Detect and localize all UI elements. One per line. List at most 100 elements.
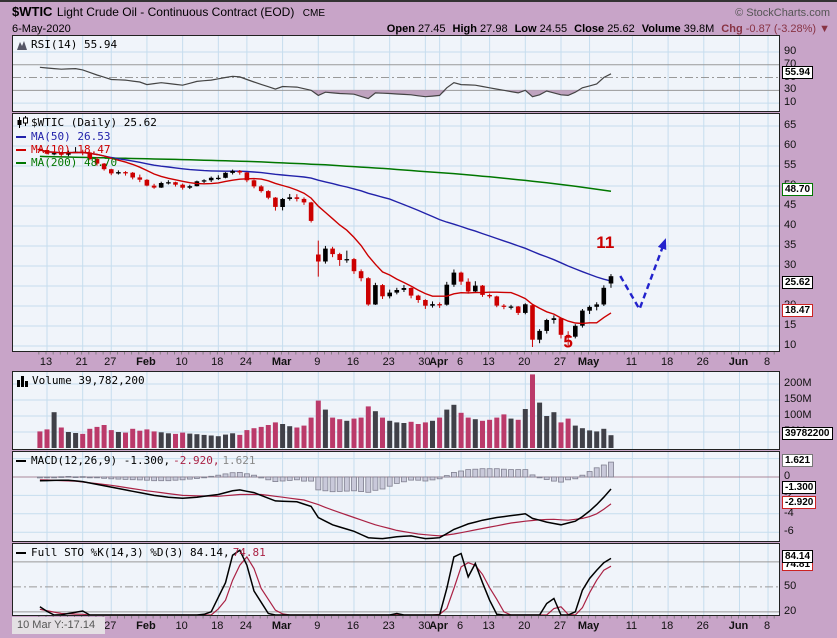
crosshair-status: 10 Mar Y:-17.14 xyxy=(12,617,105,634)
value-label-box: 25.62 xyxy=(782,275,814,289)
macd-panel xyxy=(12,451,780,542)
right-axis-column: 9070503010656055504540353025201510200M15… xyxy=(781,2,837,637)
date-tick-label: Feb xyxy=(136,620,156,632)
y-axis-tick: 30 xyxy=(784,259,797,271)
y-axis-tick: 10 xyxy=(784,339,797,351)
date-tick-label: 20 xyxy=(518,620,530,632)
date-tick-label: 13 xyxy=(40,356,52,368)
price-panel: 11 5 xyxy=(12,113,780,352)
volume-legend: Volume 39,782,200 xyxy=(16,374,145,387)
y-axis-tick: 35 xyxy=(784,239,797,251)
stochastic-canvas xyxy=(13,544,779,615)
sto-line-key xyxy=(16,551,26,554)
date-tick-label: 18 xyxy=(661,620,673,632)
ma50-legend: MA(50) 26.53 xyxy=(16,130,110,143)
date-tick-label: 23 xyxy=(383,620,395,632)
rsi-panel xyxy=(12,35,780,112)
stochastic-legend: Full STO %K(14,3) %D(3) 84.14, 74.81 xyxy=(16,546,266,559)
date-tick-label: 11 xyxy=(626,620,637,632)
rsi-legend: RSI(14) 55.94 xyxy=(16,38,117,51)
value-label-box: 39782200 xyxy=(782,427,833,441)
value-label-box: -1.300 xyxy=(782,480,817,494)
symbol-label: $WTIC xyxy=(12,4,53,19)
date-tick-label: 6 xyxy=(457,356,463,368)
volume-bars-icon xyxy=(17,375,28,387)
value-label-box: 48.70 xyxy=(782,183,814,197)
down-arrow-icon: ▼ xyxy=(819,23,830,35)
y-axis-tick: 90 xyxy=(784,44,797,57)
date-tick-label: 30 xyxy=(418,356,430,368)
date-tick-label: 18 xyxy=(211,356,223,368)
date-tick-label: Feb xyxy=(136,356,156,368)
ma10-legend: MA(10) 18.47 xyxy=(16,143,110,156)
date-tick-label: 6 xyxy=(457,620,463,632)
y-axis-tick: -6 xyxy=(784,525,794,538)
date-tick-label: 10 xyxy=(175,620,187,632)
macd-legend: MACD(12,26,9) -1.300, -2.920, 1.621 xyxy=(16,454,256,467)
y-axis-tick: 55 xyxy=(784,159,797,171)
volume-canvas xyxy=(13,372,779,449)
date-tick-label: 26 xyxy=(697,620,709,632)
date-tick-label: Apr xyxy=(429,620,449,632)
date-tick-label: 24 xyxy=(240,620,252,632)
date-tick-label: 27 xyxy=(554,356,566,368)
wave-annotation-5: 5 xyxy=(563,333,572,351)
date-tick-label: 27 xyxy=(104,620,116,632)
rsi-canvas xyxy=(13,36,779,111)
date-tick-label: 18 xyxy=(661,356,673,368)
y-axis-tick: 30 xyxy=(784,83,797,96)
date-tick-label: 24 xyxy=(240,356,252,368)
ma200-legend: MA(200) 48.70 xyxy=(16,156,117,169)
value-label-box: 84.14 xyxy=(782,550,814,564)
date-tick-label: Apr xyxy=(429,356,449,368)
date-tick-label: 8 xyxy=(764,620,770,632)
date-axis-upper: 13 21 27 Feb 10 18 24 Mar 9 16 23 30 Apr 6 13 20 27 May 11… xyxy=(12,352,780,369)
date-tick-label: 27 xyxy=(104,356,116,368)
date-tick-label: 16 xyxy=(347,356,359,368)
value-label-box: -2.920 xyxy=(782,495,817,509)
rsi-indicator-icon xyxy=(17,40,27,50)
chart-title: $WTIC Light Crude Oil - Continuous Contr… xyxy=(12,5,325,21)
y-axis-tick: -2 xyxy=(784,488,794,501)
exchange-label: CME xyxy=(302,8,326,19)
date-axis-lower: 132127Feb101824Mar9162330Apr6132027May11… xyxy=(12,616,780,634)
date-tick-label: 26 xyxy=(697,356,709,368)
date-tick-label: May xyxy=(578,620,600,632)
date-tick-label: May xyxy=(578,356,600,368)
macd-line-key xyxy=(16,459,26,462)
date-tick-label: 13 xyxy=(482,620,494,632)
y-axis-tick: 45 xyxy=(784,199,797,211)
wave-annotation-11: 11 xyxy=(596,233,614,252)
y-axis-tick: 40 xyxy=(784,219,797,231)
date-tick-label: Jun xyxy=(729,620,749,632)
quote-summary: Open 27.45 High 27.98 Low 24.55 Close 25… xyxy=(386,23,830,35)
ma10-line-key xyxy=(16,148,26,151)
y-axis-tick: 60 xyxy=(784,139,797,151)
date-tick-label: Mar xyxy=(272,620,292,632)
date-tick-label: 8 xyxy=(764,356,770,368)
date-tick-label: 21 xyxy=(76,356,88,368)
y-axis-tick: 65 xyxy=(784,119,797,131)
chart-date: 6-May-2020 xyxy=(12,23,71,35)
value-label-box: 1.621 xyxy=(782,454,814,468)
y-axis-tick: 10 xyxy=(784,96,797,109)
date-tick-label: Jun xyxy=(729,356,749,368)
date-tick-label: Mar xyxy=(272,356,292,368)
date-tick-label: 30 xyxy=(418,620,430,632)
date-tick-label: 18 xyxy=(211,620,223,632)
macd-canvas xyxy=(13,452,779,541)
ma50-line-key xyxy=(16,135,26,138)
date-tick-label: 16 xyxy=(347,620,359,632)
y-axis-tick: 15 xyxy=(784,319,797,331)
date-tick-label: 13 xyxy=(482,356,494,368)
date-tick-label: 23 xyxy=(383,356,395,368)
change-value: Chg -0.87 (-3.28%) ▼ xyxy=(721,23,830,35)
date-tick-label: 20 xyxy=(518,356,530,368)
date-tick-label: 10 xyxy=(175,356,187,368)
projection-arrow xyxy=(657,238,667,250)
y-axis-tick: 150M xyxy=(784,393,812,405)
y-axis-tick: -4 xyxy=(784,506,794,519)
value-label-box: 55.94 xyxy=(782,65,814,79)
copyright-label: © StockCharts.com xyxy=(735,7,830,19)
